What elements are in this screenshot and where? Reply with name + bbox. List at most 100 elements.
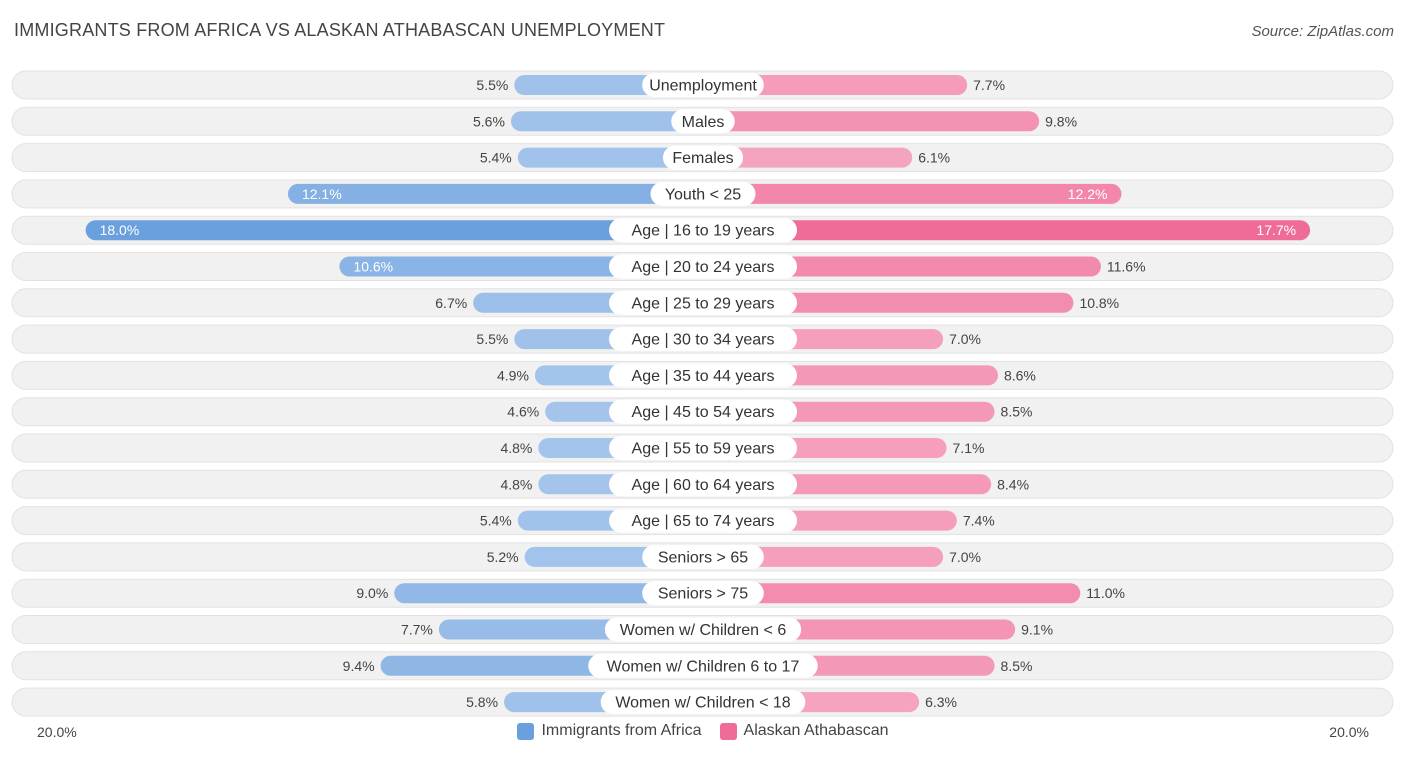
- category-pill: [604, 617, 802, 642]
- category-pill: [662, 145, 744, 170]
- bar-left: [394, 583, 703, 604]
- category-label: Age | 25 to 29 years: [632, 295, 775, 312]
- row[interactable]: 12.1% 12.2% Youth < 25: [11, 179, 1394, 209]
- category-label: Age | 16 to 19 years: [632, 223, 775, 240]
- value-label-left: 5.5%: [476, 331, 508, 347]
- value-label-left: 5.6%: [473, 113, 505, 129]
- row[interactable]: 9.4% 8.5% Women w/ Children 6 to 17: [11, 651, 1394, 681]
- bar-left: [510, 111, 703, 132]
- value-label-right: 7.7%: [973, 77, 1005, 93]
- bar-right: [703, 75, 968, 95]
- chart-title: IMMIGRANTS FROM AFRICA VS ALASKAN ATHABA…: [14, 20, 666, 40]
- category-label: Women w/ Children < 6: [620, 622, 787, 639]
- row[interactable]: 4.8% 8.4% Age | 60 to 64 years: [11, 469, 1394, 499]
- value-label-right: 8.4%: [997, 476, 1029, 492]
- row[interactable]: 4.6% 8.5% Age | 45 to 54 years: [11, 397, 1394, 427]
- row[interactable]: 5.8% 6.3% Women w/ Children < 18: [11, 687, 1394, 717]
- value-label-right: 8.6%: [1004, 367, 1036, 383]
- category-label: Women w/ Children < 18: [615, 695, 790, 712]
- bar-right: [703, 147, 913, 168]
- category-pill: [609, 508, 797, 533]
- bar-right: [703, 546, 944, 567]
- axis-label-right: 20.0%: [1329, 724, 1369, 740]
- row[interactable]: 4.9% 8.6% Age | 35 to 44 years: [11, 360, 1394, 390]
- bar-right: [703, 183, 1122, 204]
- value-label-left: 5.4%: [480, 513, 512, 529]
- value-label-left: 6.7%: [435, 295, 467, 311]
- legend-item-right[interactable]: Alaskan Athabascan: [719, 722, 889, 740]
- bar-left: [287, 183, 703, 204]
- category-label: Unemployment: [649, 78, 757, 95]
- value-label-right: 8.5%: [1001, 404, 1033, 420]
- bar-right: [703, 256, 1101, 277]
- value-label-left: 12.1%: [302, 186, 342, 202]
- value-label-left: 4.8%: [500, 440, 532, 456]
- category-label: Age | 30 to 34 years: [632, 332, 775, 349]
- value-label-right: 11.0%: [1086, 585, 1125, 601]
- axis-label-left: 20.0%: [37, 724, 77, 740]
- value-label-left: 18.0%: [100, 222, 140, 238]
- bar-left: [85, 220, 704, 241]
- row[interactable]: 5.5% 7.7% Unemployment: [11, 70, 1394, 100]
- value-label-left: 5.5%: [476, 77, 508, 93]
- value-label-right: 9.1%: [1021, 622, 1053, 638]
- row[interactable]: 18.0% 17.7% Age | 16 to 19 years: [11, 215, 1394, 245]
- value-label-left: 4.6%: [507, 404, 539, 420]
- source-label: Source: ZipAtlas.com: [1251, 23, 1394, 40]
- category-pill: [642, 544, 764, 569]
- value-label-right: 10.8%: [1079, 295, 1119, 311]
- row[interactable]: 10.6% 11.6% Age | 20 to 24 years: [11, 252, 1394, 281]
- bar-right: [703, 220, 1311, 241]
- value-label-right: 7.4%: [963, 513, 995, 529]
- category-label: Youth < 25: [665, 186, 741, 203]
- legend-label-right: Alaskan Athabascan: [743, 722, 889, 739]
- value-label-left: 5.4%: [480, 150, 512, 166]
- legend: Immigrants from Africa Alaskan Athabasca…: [0, 722, 1406, 740]
- value-label-right: 7.0%: [949, 549, 981, 565]
- category-pill: [671, 109, 735, 134]
- value-label-right: 17.7%: [1256, 222, 1296, 238]
- value-label-left: 9.0%: [356, 585, 388, 601]
- bar-right: [703, 583, 1081, 604]
- row[interactable]: 5.5% 7.0% Age | 30 to 34 years: [11, 324, 1394, 354]
- legend-item-left[interactable]: Immigrants from Africa: [517, 722, 702, 740]
- row[interactable]: 5.2% 7.0% Seniors > 65: [11, 542, 1394, 572]
- value-label-left: 4.9%: [497, 367, 529, 383]
- category-pill: [609, 363, 797, 388]
- bar-left: [517, 147, 703, 168]
- value-label-left: 5.2%: [487, 549, 519, 565]
- category-pill: [642, 73, 764, 97]
- category-pill: [588, 653, 818, 678]
- category-pill: [609, 399, 797, 424]
- row[interactable]: 4.8% 7.1% Age | 55 to 59 years: [11, 433, 1394, 463]
- category-label: Seniors > 75: [658, 586, 748, 603]
- category-pill: [609, 218, 797, 243]
- row[interactable]: 9.0% 11.0% Seniors > 75: [11, 578, 1394, 608]
- category-label: Women w/ Children 6 to 17: [607, 658, 800, 675]
- category-label: Females: [672, 150, 733, 167]
- value-label-right: 9.8%: [1045, 113, 1077, 129]
- row[interactable]: 5.4% 6.1% Females: [11, 143, 1394, 173]
- row[interactable]: 5.4% 7.4% Age | 65 to 74 years: [11, 506, 1394, 536]
- row[interactable]: 5.6% 9.8% Males: [11, 106, 1394, 136]
- value-label-right: 7.0%: [949, 331, 981, 347]
- category-label: Seniors > 65: [658, 549, 748, 566]
- category-label: Age | 45 to 54 years: [632, 404, 775, 421]
- value-label-left: 5.8%: [466, 694, 498, 710]
- category-label: Age | 55 to 59 years: [632, 441, 775, 458]
- value-label-right: 11.6%: [1107, 259, 1146, 275]
- row[interactable]: 7.7% 9.1% Women w/ Children < 6: [11, 615, 1394, 644]
- category-label: Age | 60 to 64 years: [632, 477, 775, 494]
- category-label: Males: [682, 114, 725, 131]
- value-label-right: 8.5%: [1001, 658, 1033, 674]
- row[interactable]: 6.7% 10.8% Age | 25 to 29 years: [11, 288, 1394, 318]
- category-label: Age | 20 to 24 years: [632, 259, 775, 276]
- category-pill: [609, 327, 797, 352]
- value-label-right: 6.1%: [918, 150, 950, 166]
- value-label-right: 7.1%: [953, 440, 985, 456]
- category-pill: [642, 581, 764, 606]
- value-label-left: 7.7%: [401, 622, 433, 638]
- bar-right: [703, 111, 1040, 132]
- category-pill: [609, 254, 797, 279]
